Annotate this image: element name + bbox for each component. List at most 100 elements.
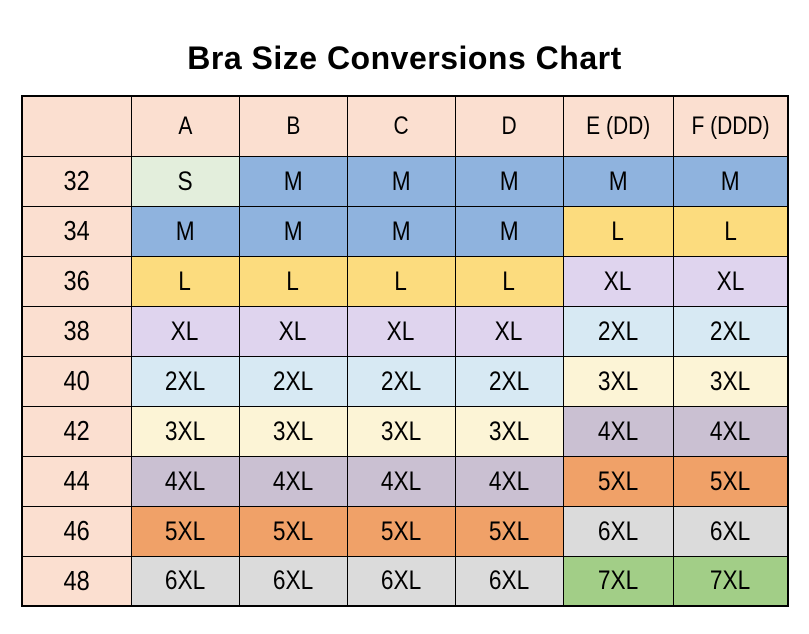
size-cell: XL bbox=[454, 305, 564, 357]
conversion-table: A B C D E (DD) F (DDD) 32 S M M M M M 34… bbox=[21, 95, 789, 607]
size-cell: 2XL bbox=[238, 355, 348, 407]
size-cell: 4XL bbox=[346, 455, 456, 507]
size-cell-text: 4XL bbox=[710, 415, 751, 446]
row-label: 42 bbox=[21, 405, 132, 457]
size-cell-text: M bbox=[608, 165, 628, 196]
row-label: 44 bbox=[21, 455, 132, 507]
table-row-38: 38 XL XL XL XL 2XL 2XL bbox=[21, 305, 789, 357]
size-cell-text: 5XL bbox=[164, 515, 206, 546]
size-cell: 4XL bbox=[672, 405, 789, 457]
header-row: A B C D E (DD) F (DDD) bbox=[21, 95, 789, 157]
column-header-c: C bbox=[346, 95, 456, 157]
size-cell-text: 4XL bbox=[272, 465, 314, 496]
size-cell-text: 2XL bbox=[164, 365, 206, 396]
size-cell: L bbox=[454, 255, 564, 307]
size-cell: S bbox=[130, 155, 240, 207]
size-cell-text: 3XL bbox=[710, 365, 751, 396]
size-cell-text: 2XL bbox=[488, 365, 530, 396]
column-header-label: D bbox=[501, 111, 517, 140]
size-cell-text: XL bbox=[604, 265, 632, 296]
size-cell-text: M bbox=[720, 165, 740, 196]
size-cell: 7XL bbox=[672, 555, 789, 607]
size-cell: XL bbox=[562, 255, 674, 307]
size-cell: M bbox=[454, 155, 564, 207]
size-cell: 2XL bbox=[130, 355, 240, 407]
size-cell-text: 7XL bbox=[710, 565, 751, 596]
size-cell: 5XL bbox=[672, 455, 789, 507]
row-label-text: 34 bbox=[63, 215, 90, 246]
row-label-text: 44 bbox=[63, 465, 90, 496]
table-row-40: 40 2XL 2XL 2XL 2XL 3XL 3XL bbox=[21, 355, 789, 407]
size-cell-text: 4XL bbox=[597, 415, 639, 446]
column-header-a: A bbox=[130, 95, 240, 157]
size-cell: 5XL bbox=[562, 455, 674, 507]
column-header-f-ddd: F (DDD) bbox=[672, 95, 789, 157]
size-cell-text: 6XL bbox=[380, 565, 422, 596]
size-cell: 6XL bbox=[562, 505, 674, 557]
size-cell-text: 4XL bbox=[164, 465, 206, 496]
size-cell-text: 7XL bbox=[597, 565, 639, 596]
table-row-46: 46 5XL 5XL 5XL 5XL 6XL 6XL bbox=[21, 505, 789, 557]
size-cell: 6XL bbox=[238, 555, 348, 607]
column-header-label: C bbox=[393, 111, 409, 140]
size-cell-text: 5XL bbox=[272, 515, 314, 546]
size-cell: L bbox=[562, 205, 674, 257]
size-cell: M bbox=[130, 205, 240, 257]
size-cell: 5XL bbox=[238, 505, 348, 557]
size-cell-text: M bbox=[499, 165, 519, 196]
size-cell: XL bbox=[346, 305, 456, 357]
size-cell-text: 2XL bbox=[380, 365, 422, 396]
row-label-text: 32 bbox=[63, 165, 90, 196]
size-cell: XL bbox=[130, 305, 240, 357]
row-label: 34 bbox=[21, 205, 132, 257]
size-cell-text: M bbox=[283, 165, 303, 196]
size-cell: 7XL bbox=[562, 555, 674, 607]
size-cell: L bbox=[130, 255, 240, 307]
size-cell: M bbox=[238, 205, 348, 257]
page-title: Bra Size Conversions Chart bbox=[187, 40, 622, 76]
size-cell: 4XL bbox=[130, 455, 240, 507]
size-cell-text: 5XL bbox=[597, 465, 639, 496]
size-cell-text: M bbox=[391, 165, 411, 196]
size-cell-text: 3XL bbox=[164, 415, 206, 446]
size-cell-text: M bbox=[283, 215, 303, 246]
size-cell-text: S bbox=[177, 165, 193, 196]
size-cell: 3XL bbox=[454, 405, 564, 457]
size-cell-text: L bbox=[723, 215, 737, 246]
size-cell-text: L bbox=[394, 265, 408, 296]
size-cell: 4XL bbox=[454, 455, 564, 507]
row-label: 36 bbox=[21, 255, 132, 307]
row-label: 40 bbox=[21, 355, 132, 407]
size-cell-text: 2XL bbox=[272, 365, 314, 396]
size-cell-text: 4XL bbox=[380, 465, 422, 496]
row-label-text: 42 bbox=[63, 415, 90, 446]
size-cell-text: M bbox=[499, 215, 519, 246]
size-cell: 2XL bbox=[562, 305, 674, 357]
size-cell-text: 6XL bbox=[272, 565, 314, 596]
size-cell-text: 3XL bbox=[597, 365, 639, 396]
size-cell-text: 2XL bbox=[597, 315, 639, 346]
size-cell: 6XL bbox=[346, 555, 456, 607]
row-label-text: 40 bbox=[63, 365, 90, 396]
row-label-text: 46 bbox=[63, 515, 90, 546]
size-cell: 6XL bbox=[454, 555, 564, 607]
column-header-e-dd: E (DD) bbox=[562, 95, 674, 157]
size-cell: M bbox=[346, 155, 456, 207]
column-header-label: F (DDD) bbox=[691, 111, 770, 140]
table-row-34: 34 M M M M L L bbox=[21, 205, 789, 257]
size-cell-text: 6XL bbox=[710, 515, 751, 546]
size-cell-text: 6XL bbox=[488, 565, 530, 596]
size-cell-text: L bbox=[502, 265, 516, 296]
size-cell: 2XL bbox=[346, 355, 456, 407]
row-label-text: 48 bbox=[63, 564, 90, 596]
size-cell: M bbox=[454, 205, 564, 257]
size-cell: M bbox=[562, 155, 674, 207]
column-header-label: E (DD) bbox=[585, 111, 651, 140]
size-cell-text: 5XL bbox=[380, 515, 422, 546]
size-cell: 5XL bbox=[454, 505, 564, 557]
table-row-32: 32 S M M M M M bbox=[21, 155, 789, 207]
size-cell: 3XL bbox=[130, 405, 240, 457]
row-label: 32 bbox=[21, 155, 132, 207]
size-cell-text: 4XL bbox=[488, 465, 530, 496]
size-cell: M bbox=[238, 155, 348, 207]
